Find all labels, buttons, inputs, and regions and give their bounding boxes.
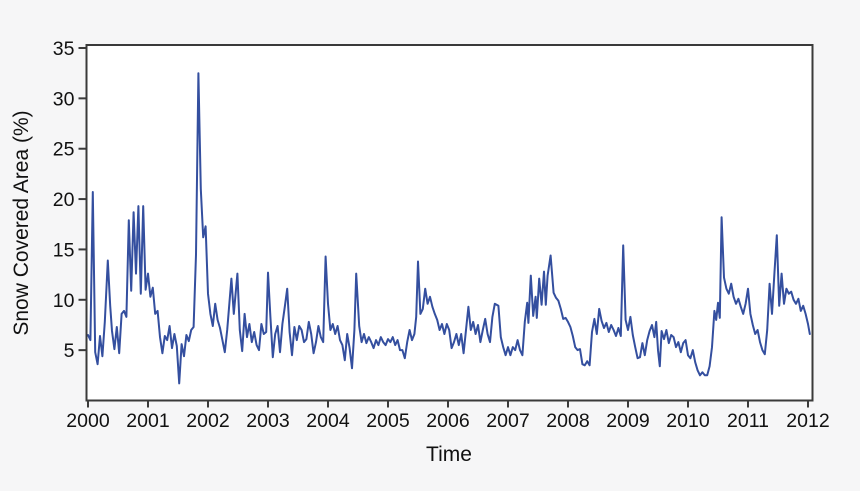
x-tick-label: 2007 xyxy=(486,410,529,432)
x-tick-label: 2012 xyxy=(786,410,829,432)
x-tick-label: 2001 xyxy=(126,410,169,432)
x-axis-title: Time xyxy=(426,443,472,466)
y-tick-label: 25 xyxy=(53,139,75,161)
x-tick-label: 2011 xyxy=(727,410,769,432)
x-tick-label: 2009 xyxy=(606,410,649,432)
x-tick-label: 2002 xyxy=(186,410,229,432)
x-tick-label: 2010 xyxy=(666,410,710,432)
y-tick-label: 30 xyxy=(53,88,75,110)
y-tick-label: 35 xyxy=(53,38,75,60)
y-axis-title: Snow Covered Area (%) xyxy=(10,110,33,335)
axis-box xyxy=(85,44,814,402)
y-tick-label: 5 xyxy=(64,340,75,362)
x-tick-label: 2000 xyxy=(66,410,110,432)
y-tick-label: 20 xyxy=(53,189,75,211)
x-tick-label: 2006 xyxy=(426,410,469,432)
y-tick-label: 10 xyxy=(53,290,75,312)
y-axis-ticks: 5 10 15 20 25 30 35 xyxy=(53,38,87,362)
x-tick-label: 2005 xyxy=(366,410,410,432)
x-tick-label: 2003 xyxy=(246,410,289,432)
y-tick-label: 15 xyxy=(53,239,75,261)
snow-cover-series-line xyxy=(87,72,811,385)
x-axis-ticks: 2000 2001 2002 2003 2004 2005 2006 2007 2008 2009… xyxy=(66,400,830,432)
x-tick-label: 2004 xyxy=(306,410,350,432)
x-tick-label: 2008 xyxy=(546,410,589,432)
plot-area xyxy=(86,45,813,401)
